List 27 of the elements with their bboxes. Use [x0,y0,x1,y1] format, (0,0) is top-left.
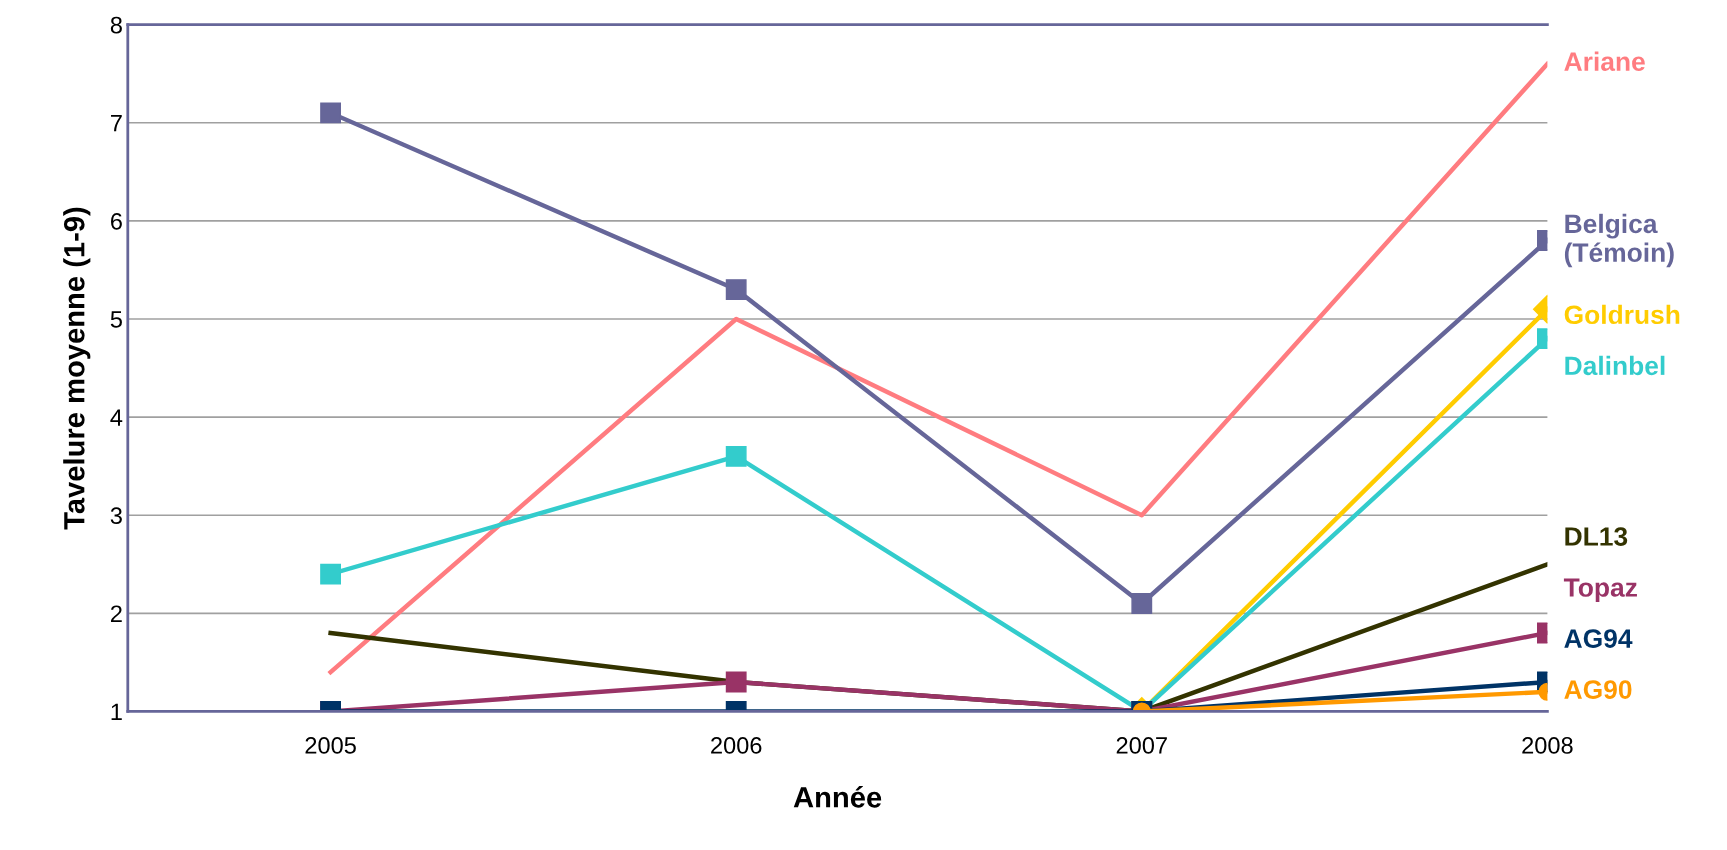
x-tick-label: 2008 [1522,737,1573,754]
y-tick-label: 1 [111,703,122,721]
series-label: Topaz [1563,578,1637,603]
y-axis-title: Tavelure moyenne (1-9) [63,207,91,530]
point [725,445,747,467]
series-label: Belgica (Témoin) [1564,213,1674,268]
x-axis-title: Année [793,785,882,808]
series-label: AG94 [1564,629,1633,648]
series-label: DL13 [1565,527,1628,546]
point [320,563,342,585]
point [725,279,747,300]
series-label: AG90 [1564,680,1632,699]
y-tick-label: 4 [110,409,123,426]
x-tick-label: 2005 [305,737,356,754]
y-tick-label: 8 [110,16,122,34]
y-tick-label: 6 [111,212,122,230]
x-tick-label: 2006 [711,737,762,754]
series-label: Ariane [1564,51,1645,71]
y-tick-label: 2 [110,605,122,622]
y-tick-label: 5 [110,311,122,328]
x-tick-label: 2007 [1116,737,1167,754]
series-label: Goldrush [1564,304,1680,325]
y-tick-label: 3 [110,507,122,525]
series-label: Dalinbel [1565,355,1665,376]
line-series [328,61,1548,675]
y-tick-label: 7 [111,115,122,132]
point [320,102,342,124]
